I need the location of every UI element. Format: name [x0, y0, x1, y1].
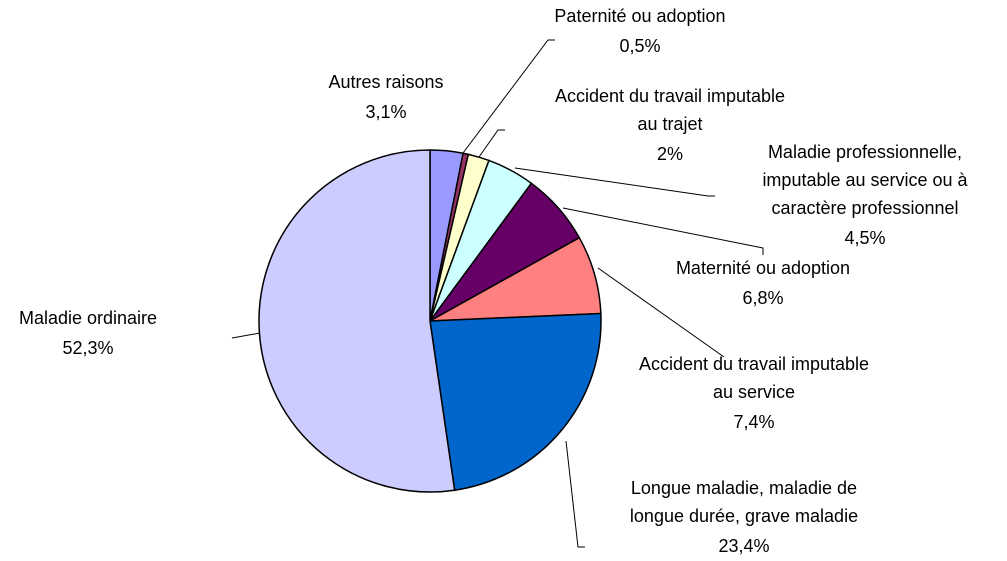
label-line: au service	[713, 382, 795, 402]
slice-label: Maternité ou adoption	[676, 258, 850, 278]
label-line: au trajet	[637, 114, 702, 134]
leader-line	[231, 332, 261, 339]
label-line: imputable au service ou à	[762, 170, 968, 190]
label-line: caractère professionnel	[771, 198, 958, 218]
pie-slice	[429, 312, 602, 492]
label-line: Maladie professionnelle,	[768, 142, 962, 162]
slice-label: Autres raisons	[328, 72, 443, 92]
pie-slice	[258, 149, 456, 493]
label-line: Accident du travail imputable	[555, 86, 785, 106]
value-label: 3,1%	[365, 102, 406, 122]
leader-line	[514, 167, 715, 197]
label-line: Paternité ou adoption	[554, 6, 725, 26]
leader-line	[597, 267, 725, 358]
label-line: Longue maladie, maladie de	[631, 478, 857, 498]
slice-label: Accident du travail imputable au trajet	[555, 86, 785, 134]
label-line: Autres raisons	[328, 72, 443, 92]
slice-label: Longue maladie, maladie de longue durée, …	[630, 478, 858, 526]
slice-label: Maladie professionnelle, imputable au ser…	[762, 142, 968, 218]
value-label: 6,8%	[742, 288, 783, 308]
value-label: 52,3%	[62, 338, 113, 358]
leader-line	[565, 440, 585, 548]
value-label: 0,5%	[619, 36, 660, 56]
leader-line	[478, 129, 505, 158]
label-line: Accident du travail imputable	[639, 354, 869, 374]
value-label: 23,4%	[718, 536, 769, 556]
slice-label: Maladie ordinaire	[19, 308, 157, 328]
value-label: 4,5%	[844, 228, 885, 248]
leader-line	[462, 39, 555, 154]
value-label: 2%	[657, 144, 683, 164]
slice-label: Paternité ou adoption	[554, 6, 725, 26]
leader-line	[562, 207, 764, 255]
label-line: Maladie ordinaire	[19, 308, 157, 328]
slice-label: Accident du travail imputable au service	[639, 354, 869, 402]
label-line: Maternité ou adoption	[676, 258, 850, 278]
value-label: 7,4%	[733, 412, 774, 432]
label-line: longue durée, grave maladie	[630, 506, 858, 526]
